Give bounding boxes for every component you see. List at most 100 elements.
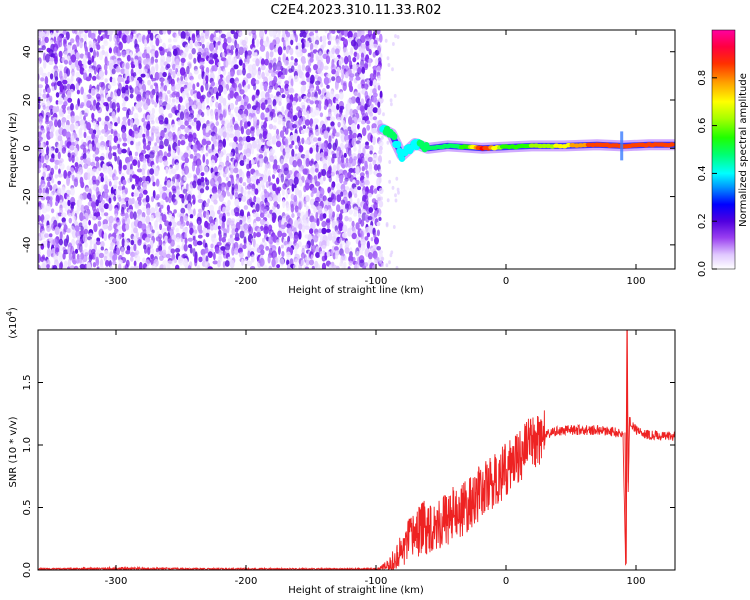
noise-speckle xyxy=(68,60,72,66)
noise-speckle xyxy=(321,35,327,42)
noise-speckle xyxy=(181,194,185,204)
noise-speckle xyxy=(343,255,347,261)
noise-speckle xyxy=(342,82,347,92)
noise-speckle xyxy=(124,263,129,269)
noise-speckle xyxy=(66,266,71,269)
noise-speckle xyxy=(336,194,342,203)
noise-speckle xyxy=(266,140,272,147)
noise-speckle xyxy=(82,64,88,69)
noise-speckle xyxy=(159,119,164,125)
noise-speckle xyxy=(263,225,269,235)
noise-speckle xyxy=(137,160,141,169)
noise-speckle xyxy=(150,196,155,203)
noise-speckle xyxy=(276,177,280,185)
noise-speckle xyxy=(147,140,152,147)
noise-speckle xyxy=(194,258,198,267)
noise-speckle xyxy=(136,145,142,155)
noise-speckle xyxy=(244,143,248,150)
colorbar-ticks: 0.0 0.2 0.4 0.6 0.8 xyxy=(697,70,717,277)
noise-speckle xyxy=(196,91,201,100)
noise-speckle xyxy=(212,140,219,147)
noise-speckle xyxy=(136,168,143,173)
noise-speckle xyxy=(187,237,193,242)
snr-frame xyxy=(37,329,676,571)
noise-speckle xyxy=(88,254,93,262)
noise-speckle xyxy=(142,182,147,192)
noise-speckle xyxy=(44,36,49,44)
noise-speckle xyxy=(48,61,54,65)
noise-speckle xyxy=(112,145,118,150)
noise-speckle xyxy=(311,123,316,131)
noise-speckle xyxy=(275,140,282,148)
noise-speckle xyxy=(40,196,46,201)
noise-speckle xyxy=(151,77,157,82)
noise-speckle xyxy=(159,135,163,141)
noise-speckle xyxy=(357,158,362,166)
noise-speckle xyxy=(224,243,231,251)
noise-speckle xyxy=(143,38,148,47)
noise-speckle xyxy=(155,196,159,201)
noise-speckle xyxy=(189,246,193,254)
noise-speckle xyxy=(339,107,343,115)
noise-speckle xyxy=(269,94,274,99)
noise-speckle xyxy=(288,232,294,239)
noise-speckle xyxy=(298,145,304,153)
noise-speckle xyxy=(340,255,344,264)
noise-speckle xyxy=(353,212,358,217)
noise-speckle xyxy=(353,187,358,195)
noise-speckle xyxy=(272,183,277,192)
noise-speckle xyxy=(137,196,142,202)
noise-speckle xyxy=(372,116,378,121)
noise-speckle xyxy=(368,207,374,213)
noise-speckle xyxy=(277,114,283,123)
noise-speckle xyxy=(358,213,361,219)
noise-speckle xyxy=(59,111,65,118)
snr-panel: -300 -200 -100 0 100 0.0 0.5 1.0 1.5 Height of … xyxy=(5,307,676,596)
noise-speckle xyxy=(327,232,333,241)
noise-speckle xyxy=(205,179,210,186)
noise-speckle xyxy=(67,97,73,103)
noise-speckle xyxy=(103,203,110,210)
noise-speckle xyxy=(143,124,147,133)
noise-speckle xyxy=(81,59,87,65)
noise-speckle xyxy=(155,154,159,164)
noise-speckle xyxy=(328,175,332,183)
noise-speckle xyxy=(380,256,384,261)
noise-speckle xyxy=(158,100,163,107)
noise-speckle xyxy=(196,34,201,42)
noise-speckle xyxy=(364,144,370,150)
noise-speckle xyxy=(66,165,71,171)
noise-speckle xyxy=(111,111,116,119)
noise-speckle xyxy=(108,203,113,212)
noise-speckle xyxy=(130,251,136,257)
noise-speckle xyxy=(319,112,324,118)
noise-speckle xyxy=(255,212,259,218)
noise-speckle xyxy=(318,228,323,234)
noise-speckle xyxy=(163,84,168,92)
noise-speckle xyxy=(373,164,379,171)
noise-speckle xyxy=(331,30,336,34)
noise-speckle xyxy=(310,35,315,42)
noise-speckle xyxy=(79,264,86,269)
noise-speckle xyxy=(372,51,376,58)
noise-speckle xyxy=(204,166,209,175)
noise-speckle xyxy=(100,246,105,251)
noise-speckle xyxy=(239,230,245,239)
noise-speckle xyxy=(260,58,265,66)
noise-speckle xyxy=(143,143,147,150)
noise-speckle xyxy=(93,66,97,75)
y-tick-label: -40 xyxy=(22,237,33,253)
noise-speckle xyxy=(369,73,374,79)
noise-speckle xyxy=(166,51,172,58)
noise-speckle xyxy=(268,75,273,83)
noise-speckle xyxy=(238,215,244,222)
noise-speckle xyxy=(183,243,188,252)
noise-speckle xyxy=(394,193,397,198)
noise-speckle xyxy=(38,87,42,94)
noise-speckle xyxy=(259,30,264,39)
noise-speckle xyxy=(109,265,113,269)
noise-speckle xyxy=(376,246,382,251)
noise-speckle xyxy=(38,168,41,174)
noise-speckle xyxy=(301,59,307,65)
noise-speckle xyxy=(100,97,105,104)
